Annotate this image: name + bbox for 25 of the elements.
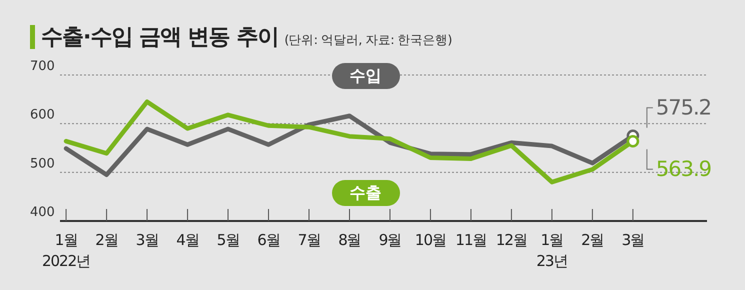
text: 수출 <box>332 180 400 206</box>
x-tick-label: 4월 <box>176 231 199 249</box>
x-tick-label: 3월 <box>136 231 158 249</box>
y-tick-label: 700 <box>30 59 55 74</box>
x-tick-label: 9월 <box>378 231 402 249</box>
data-label: 563.9 <box>656 157 712 182</box>
x-tick-label: 2월 <box>581 231 604 249</box>
x-tick-label: 2월 <box>95 231 118 249</box>
x-tick-label: 12월 <box>496 231 527 249</box>
x-tick-label: 1월 2022년 <box>42 231 90 270</box>
x-tick-label: 5월 <box>216 231 240 249</box>
chart-title: 수출·수입 금액 변동 추이 <box>41 24 278 52</box>
y-tick-label: 600 <box>30 108 55 123</box>
x-tick-label: 11월 <box>455 231 486 249</box>
data-label: 575.2 <box>656 96 712 120</box>
y-tick-label: 400 <box>30 205 55 220</box>
series-label: 수입 <box>332 63 400 89</box>
chart-subtitle: (단위: 억달러, 자료: 한국은행) <box>284 32 452 49</box>
x-tick-label: 1월 23년 <box>536 231 568 270</box>
x-tick-label: 10월 <box>414 231 446 249</box>
x-tick-label: 7월 <box>298 231 320 249</box>
x-tick-label: 3월 <box>622 231 644 249</box>
x-tick-label: 6월 <box>257 231 280 249</box>
x-tick-label: 8월 <box>338 231 361 249</box>
y-tick-label: 500 <box>30 156 55 172</box>
